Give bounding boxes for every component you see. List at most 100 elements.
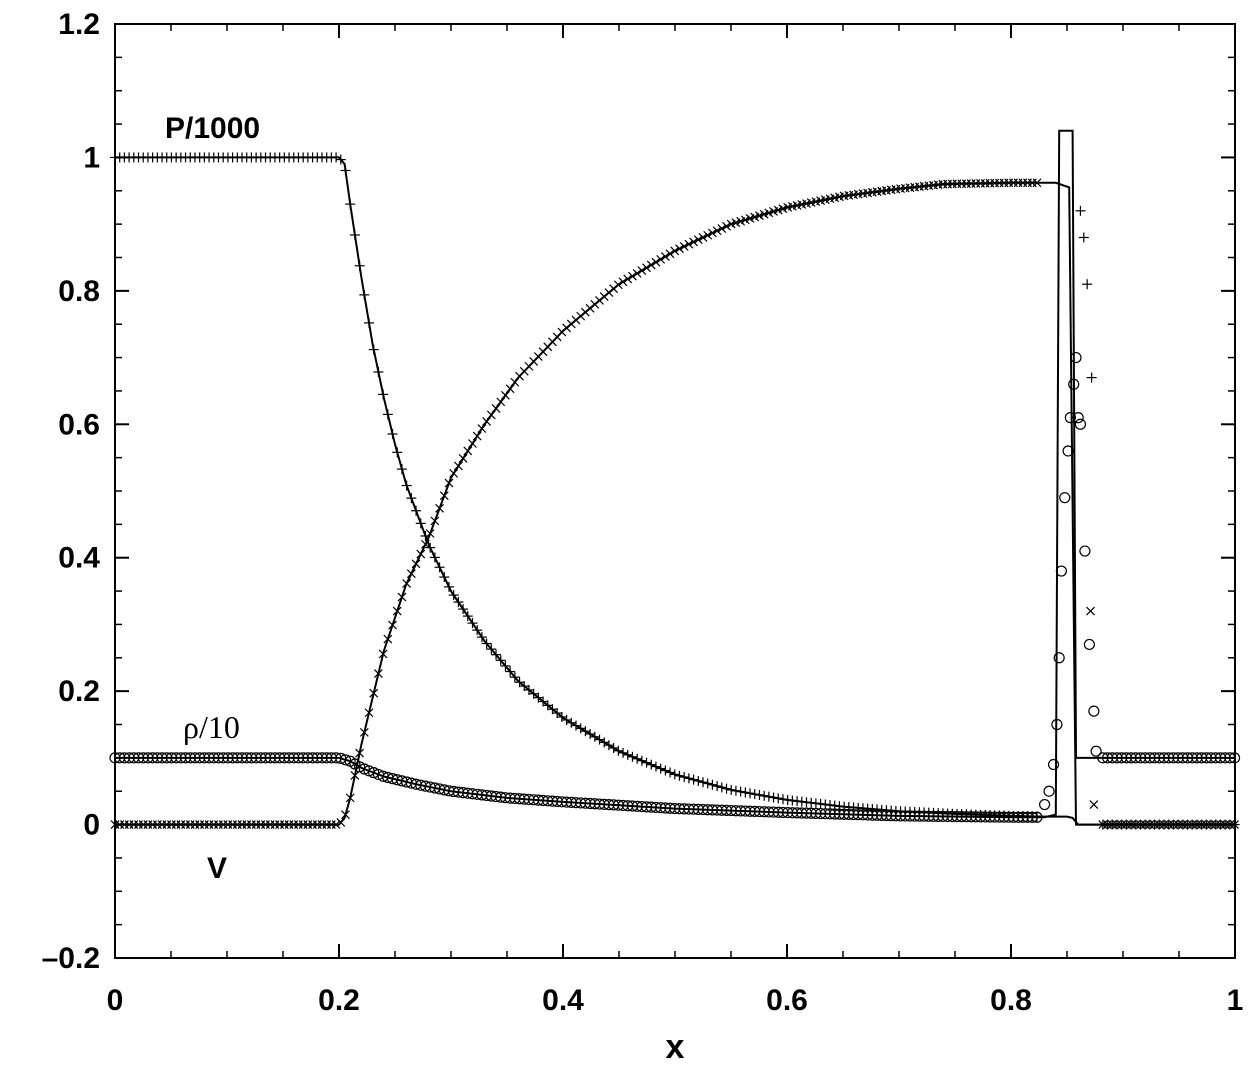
markers-layer bbox=[109, 152, 1241, 830]
marker-pressure bbox=[726, 784, 737, 795]
marker-velocity bbox=[444, 478, 454, 488]
marker-density bbox=[1228, 752, 1241, 764]
marker-density bbox=[339, 754, 352, 766]
marker-pressure bbox=[415, 518, 426, 529]
marker-velocity bbox=[689, 237, 699, 247]
marker-velocity bbox=[1032, 178, 1042, 188]
series-markers-velocity bbox=[110, 178, 1239, 829]
marker-velocity bbox=[632, 268, 642, 278]
marker-pressure bbox=[749, 789, 760, 800]
y-tick-label: 1.2 bbox=[58, 8, 100, 41]
x-tick-label: 0.8 bbox=[990, 984, 1032, 1017]
marker-pressure bbox=[646, 759, 657, 770]
marker-pressure bbox=[458, 604, 469, 615]
shock-marker-density bbox=[1064, 412, 1076, 424]
marker-density bbox=[358, 763, 370, 775]
marker-velocity bbox=[642, 263, 651, 273]
marker-velocity bbox=[331, 820, 341, 829]
marker-pressure bbox=[472, 625, 483, 636]
marker-velocity bbox=[383, 634, 393, 644]
marker-velocity bbox=[693, 235, 703, 245]
marker-pressure bbox=[716, 782, 727, 793]
marker-velocity bbox=[449, 468, 459, 478]
marker-pressure bbox=[570, 720, 581, 731]
marker-pressure bbox=[420, 530, 431, 541]
y-tick-label: 0.6 bbox=[58, 408, 100, 441]
marker-pressure bbox=[368, 344, 379, 355]
marker-pressure bbox=[773, 793, 784, 804]
marker-velocity bbox=[336, 818, 346, 827]
marker-pressure bbox=[453, 597, 464, 608]
marker-velocity bbox=[707, 228, 717, 238]
marker-velocity bbox=[463, 446, 473, 456]
marker-pressure bbox=[382, 409, 393, 420]
marker-pressure bbox=[411, 505, 422, 516]
x-tick-label: 0.4 bbox=[542, 984, 584, 1017]
marker-velocity bbox=[501, 390, 510, 400]
marker-velocity bbox=[698, 233, 708, 242]
marker-velocity bbox=[646, 260, 656, 270]
marker-velocity bbox=[378, 649, 388, 659]
marker-pressure bbox=[589, 731, 600, 742]
marker-pressure bbox=[735, 786, 746, 797]
marker-pressure bbox=[599, 737, 610, 748]
marker-velocity bbox=[350, 771, 360, 780]
x-tick-labels: 0 0.2 0.4 0.6 0.8 1 bbox=[107, 984, 1244, 1017]
marker-velocity bbox=[670, 246, 680, 256]
marker-velocity bbox=[355, 748, 365, 758]
marker-pressure bbox=[387, 429, 398, 440]
y-tick-label: –0.2 bbox=[42, 942, 100, 975]
marker-pressure bbox=[476, 632, 487, 643]
shock-marker-pressure bbox=[1078, 232, 1089, 243]
marker-pressure bbox=[763, 791, 774, 802]
marker-pressure bbox=[759, 790, 770, 801]
x-axis-title: x bbox=[666, 1028, 685, 1066]
marker-pressure bbox=[669, 769, 680, 780]
marker-pressure bbox=[636, 755, 647, 766]
marker-velocity bbox=[675, 244, 684, 254]
marker-velocity bbox=[510, 377, 520, 387]
series-line-density bbox=[115, 129, 1235, 819]
marker-velocity bbox=[651, 257, 661, 267]
shock-marker-pressure bbox=[1082, 279, 1093, 290]
marker-pressure bbox=[349, 229, 360, 240]
marker-pressure bbox=[495, 655, 506, 666]
series-line-velocity bbox=[115, 181, 1235, 826]
shock-marker-density bbox=[1072, 412, 1084, 424]
marker-density bbox=[1224, 752, 1236, 764]
shock-marker-density bbox=[1079, 545, 1091, 557]
marker-pressure bbox=[613, 745, 624, 756]
y-tick-label: 0.4 bbox=[58, 542, 100, 575]
marker-velocity bbox=[505, 384, 515, 394]
marker-pressure bbox=[618, 747, 629, 758]
marker-pressure bbox=[335, 154, 346, 165]
marker-pressure bbox=[486, 644, 497, 655]
marker-pressure bbox=[340, 165, 351, 176]
y-tick-label: 1 bbox=[83, 141, 100, 174]
marker-pressure bbox=[754, 789, 765, 800]
marker-pressure bbox=[721, 783, 732, 794]
marker-pressure bbox=[359, 289, 370, 300]
marker-velocity bbox=[472, 431, 482, 441]
shock-marker-velocity bbox=[1086, 606, 1095, 616]
marker-velocity bbox=[341, 810, 350, 820]
marker-pressure bbox=[603, 740, 614, 751]
shock-marker-density bbox=[1070, 351, 1082, 364]
shock-marker-density bbox=[1051, 718, 1063, 731]
marker-velocity bbox=[656, 254, 666, 264]
marker-density bbox=[1031, 811, 1043, 823]
series-markers-density bbox=[109, 351, 1241, 823]
label-density: ρ/10 bbox=[183, 709, 240, 745]
marker-pressure bbox=[768, 792, 779, 803]
marker-velocity bbox=[430, 516, 440, 526]
y-tick-labels: –0.2 0 0.2 0.4 0.6 0.8 1 1.2 bbox=[42, 8, 101, 975]
marker-pressure bbox=[660, 765, 671, 776]
shock-marker-pressure bbox=[1086, 372, 1097, 383]
shock-marker-density bbox=[1088, 705, 1100, 717]
marker-pressure bbox=[594, 734, 605, 745]
shock-marker-density bbox=[1047, 758, 1060, 771]
marker-pressure bbox=[439, 572, 450, 583]
marker-pressure bbox=[566, 717, 577, 728]
marker-velocity bbox=[628, 271, 637, 281]
